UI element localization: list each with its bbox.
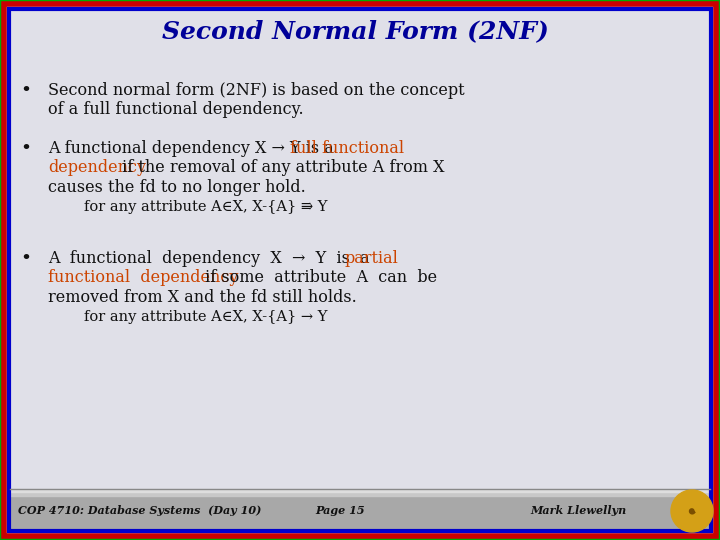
Text: for any attribute A∈X, X-{A} → Y: for any attribute A∈X, X-{A} → Y <box>84 310 328 325</box>
Text: Mark Llewellyn: Mark Llewellyn <box>530 505 626 516</box>
Text: for any attribute A∈X, X-{A} ⇛ Y: for any attribute A∈X, X-{A} ⇛ Y <box>84 200 328 214</box>
Text: removed from X and the fd still holds.: removed from X and the fd still holds. <box>48 289 356 306</box>
Text: causes the fd to no longer hold.: causes the fd to no longer hold. <box>48 179 306 196</box>
Text: Second normal form (2NF) is based on the concept: Second normal form (2NF) is based on the… <box>48 82 464 99</box>
Bar <box>10 489 710 492</box>
Text: A  functional  dependency  X  →  Y  is  a: A functional dependency X → Y is a <box>48 250 380 267</box>
Circle shape <box>671 490 713 532</box>
Text: if some  attribute  A  can  be: if some attribute A can be <box>199 269 437 287</box>
Text: functional  dependency: functional dependency <box>48 269 238 287</box>
Text: COP 4710: Database Systems  (Day 10): COP 4710: Database Systems (Day 10) <box>18 505 261 516</box>
Text: Second Normal Form (2NF): Second Normal Form (2NF) <box>161 19 549 43</box>
Bar <box>10 490 710 496</box>
Text: Page 15: Page 15 <box>315 505 365 516</box>
Bar <box>10 492 710 530</box>
Text: dependency: dependency <box>48 159 146 177</box>
Text: full functional: full functional <box>289 140 404 157</box>
Text: partial: partial <box>345 250 399 267</box>
Text: •: • <box>20 250 31 268</box>
Text: A functional dependency X → Y is a: A functional dependency X → Y is a <box>48 140 339 157</box>
Text: if the removal of any attribute A from X: if the removal of any attribute A from X <box>117 159 444 177</box>
Text: of a full functional dependency.: of a full functional dependency. <box>48 102 304 118</box>
Text: •: • <box>20 140 31 158</box>
Text: •: • <box>20 82 31 100</box>
